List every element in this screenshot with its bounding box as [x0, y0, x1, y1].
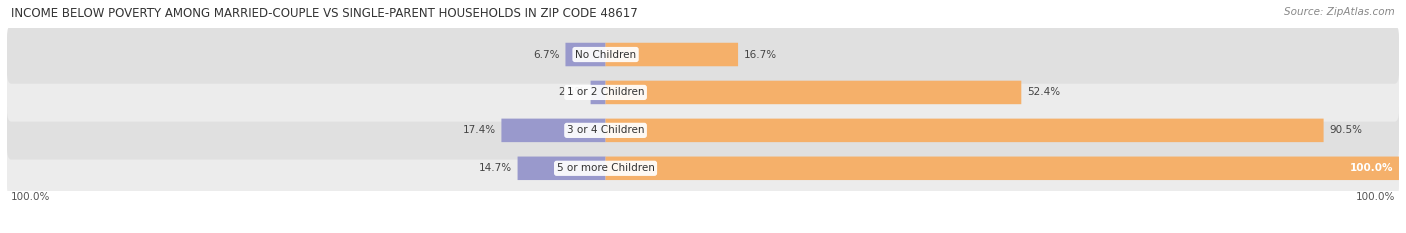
FancyBboxPatch shape — [606, 157, 1399, 180]
Text: 3 or 4 Children: 3 or 4 Children — [567, 125, 644, 135]
Text: 16.7%: 16.7% — [744, 49, 776, 59]
FancyBboxPatch shape — [7, 139, 1399, 198]
Text: 100.0%: 100.0% — [1350, 163, 1393, 173]
Text: 2.5%: 2.5% — [558, 87, 585, 97]
FancyBboxPatch shape — [565, 43, 606, 66]
Text: 6.7%: 6.7% — [533, 49, 560, 59]
Text: 100.0%: 100.0% — [1355, 192, 1395, 202]
Text: 14.7%: 14.7% — [479, 163, 512, 173]
FancyBboxPatch shape — [606, 81, 1021, 104]
Text: INCOME BELOW POVERTY AMONG MARRIED-COUPLE VS SINGLE-PARENT HOUSEHOLDS IN ZIP COD: INCOME BELOW POVERTY AMONG MARRIED-COUPL… — [11, 7, 638, 20]
Text: 90.5%: 90.5% — [1329, 125, 1362, 135]
FancyBboxPatch shape — [502, 119, 606, 142]
Text: 17.4%: 17.4% — [463, 125, 496, 135]
Text: Source: ZipAtlas.com: Source: ZipAtlas.com — [1284, 7, 1395, 17]
Text: 52.4%: 52.4% — [1026, 87, 1060, 97]
FancyBboxPatch shape — [591, 81, 606, 104]
FancyBboxPatch shape — [606, 43, 738, 66]
Text: 1 or 2 Children: 1 or 2 Children — [567, 87, 644, 97]
FancyBboxPatch shape — [7, 63, 1399, 122]
FancyBboxPatch shape — [7, 25, 1399, 84]
Text: No Children: No Children — [575, 49, 636, 59]
FancyBboxPatch shape — [517, 157, 606, 180]
Text: 100.0%: 100.0% — [11, 192, 51, 202]
FancyBboxPatch shape — [606, 119, 1323, 142]
FancyBboxPatch shape — [7, 101, 1399, 160]
Text: 5 or more Children: 5 or more Children — [557, 163, 655, 173]
